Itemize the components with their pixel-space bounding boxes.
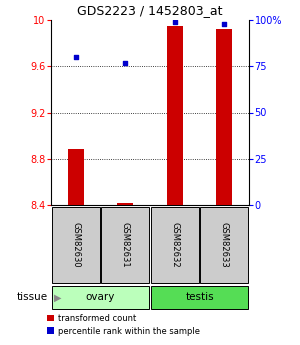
Bar — [216, 29, 232, 205]
Bar — [151, 286, 248, 309]
Point — [123, 60, 128, 65]
Text: tissue: tissue — [17, 293, 48, 303]
Bar — [151, 207, 199, 283]
Text: testis: testis — [185, 293, 214, 303]
Bar — [117, 203, 133, 205]
Text: ovary: ovary — [86, 293, 115, 303]
Text: ▶: ▶ — [54, 293, 62, 303]
Bar — [52, 207, 100, 283]
Bar — [200, 207, 248, 283]
Bar — [52, 286, 149, 309]
Text: GSM82632: GSM82632 — [170, 222, 179, 268]
Legend: transformed count, percentile rank within the sample: transformed count, percentile rank withi… — [47, 314, 200, 335]
Bar — [101, 207, 149, 283]
Text: GSM82631: GSM82631 — [121, 222, 130, 268]
Text: GSM82630: GSM82630 — [71, 222, 80, 268]
Bar — [167, 26, 183, 205]
Text: GDS2223 / 1452803_at: GDS2223 / 1452803_at — [77, 3, 223, 17]
Text: GSM82633: GSM82633 — [220, 222, 229, 268]
Point — [222, 21, 227, 27]
Bar — [68, 149, 84, 205]
Point — [172, 19, 177, 24]
Point — [74, 54, 78, 60]
